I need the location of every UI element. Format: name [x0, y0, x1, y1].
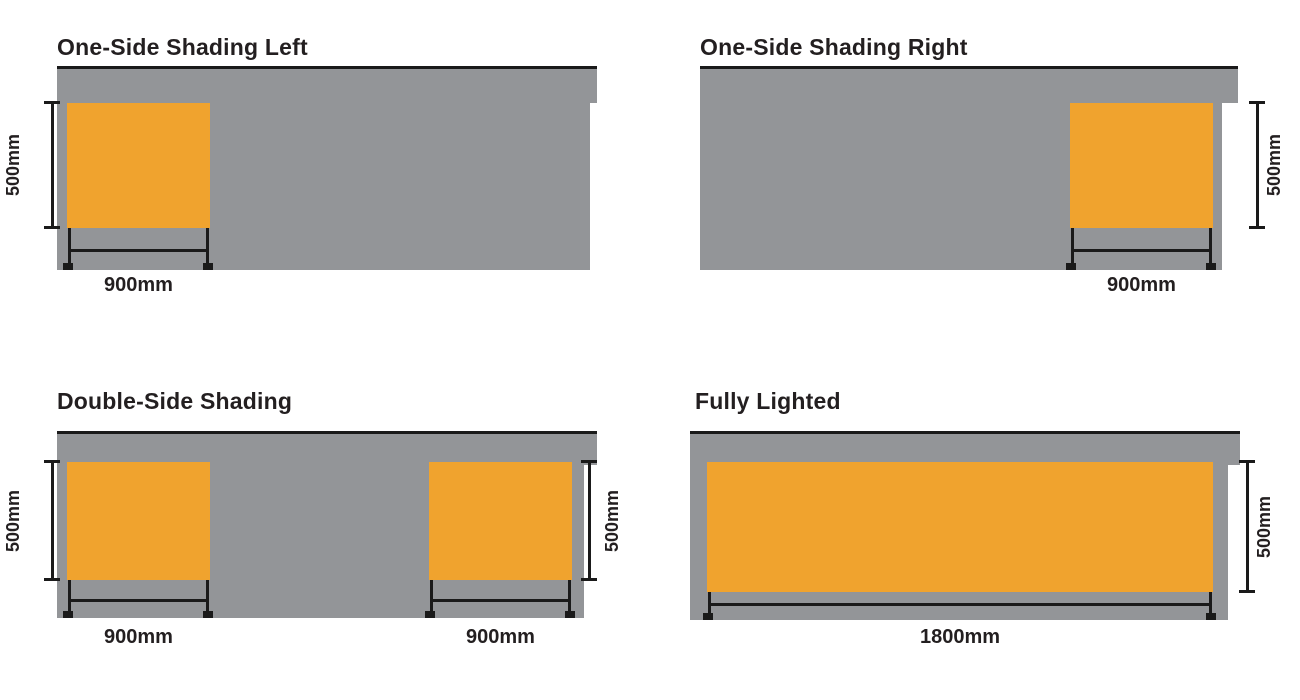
vdim-tick-top [44, 101, 60, 104]
vdim-tick-bottom [44, 226, 60, 229]
vdim-tick-bottom [1249, 226, 1265, 229]
bracket-foot-right [1206, 263, 1216, 270]
bracket-foot-right [1206, 613, 1216, 620]
vdim-line [588, 463, 591, 578]
canopy-cap [57, 66, 597, 103]
bracket-post-left [1071, 228, 1074, 266]
vdim-line [1246, 463, 1249, 590]
bracket-crossbar [1071, 249, 1212, 252]
shade-height-label: 500mm [3, 133, 23, 197]
shade-width-label-left: 900mm [104, 626, 173, 648]
bracket-foot-left [1066, 263, 1076, 270]
shade-panel-left [67, 462, 210, 580]
canopy-cap [690, 431, 1240, 465]
vdim-tick-top [44, 460, 60, 463]
bracket-post-left [68, 228, 71, 266]
bracket-foot-right [203, 263, 213, 270]
bracket-foot-right [565, 611, 575, 618]
panel-title-one-side-right: One-Side Shading Right [700, 34, 968, 60]
shade-panel-right [429, 462, 572, 580]
shade-width-label: 1800mm [919, 626, 1001, 648]
panel-title-fully-lighted: Fully Lighted [695, 388, 841, 414]
bracket-crossbar [430, 599, 571, 602]
bracket-crossbar [68, 599, 209, 602]
bracket-foot-right [203, 611, 213, 618]
shade-height-label-left: 500mm [3, 489, 23, 553]
vdim-tick-bottom [1239, 590, 1255, 593]
shade-panel-right [1070, 103, 1213, 228]
canopy-cap [57, 431, 597, 465]
bracket-foot-left [63, 263, 73, 270]
panel-title-double-side: Double-Side Shading [57, 388, 293, 414]
vdim-tick-top [1249, 101, 1265, 104]
shade-panel-full [707, 462, 1213, 592]
shade-height-label-right: 500mm [602, 489, 622, 553]
bracket-foot-left [63, 611, 73, 618]
shade-panel-left [67, 103, 210, 228]
shade-height-label: 500mm [1254, 495, 1274, 559]
bracket-post-right [1209, 228, 1212, 266]
vdim-tick-top [581, 460, 597, 463]
shade-width-label: 900mm [104, 274, 173, 296]
vdim-line [1256, 104, 1259, 228]
shade-width-label-right: 900mm [466, 626, 535, 648]
vdim-tick-bottom [581, 578, 597, 581]
vdim-tick-bottom [44, 578, 60, 581]
bracket-post-left [430, 580, 433, 616]
vdim-tick-top [1239, 460, 1255, 463]
bracket-crossbar [708, 603, 1212, 606]
vdim-line [51, 463, 54, 578]
bracket-post-right [206, 580, 209, 616]
bracket-post-right [206, 228, 209, 266]
shade-height-label: 500mm [1264, 133, 1284, 197]
bracket-post-right [568, 580, 571, 616]
shade-width-label: 900mm [1107, 274, 1176, 296]
bracket-crossbar [68, 249, 209, 252]
vdim-line [51, 104, 54, 228]
panel-title-one-side-left: One-Side Shading Left [57, 34, 308, 60]
bracket-post-left [68, 580, 71, 616]
canopy-cap [700, 66, 1238, 103]
bracket-foot-left [425, 611, 435, 618]
bracket-foot-left [703, 613, 713, 620]
